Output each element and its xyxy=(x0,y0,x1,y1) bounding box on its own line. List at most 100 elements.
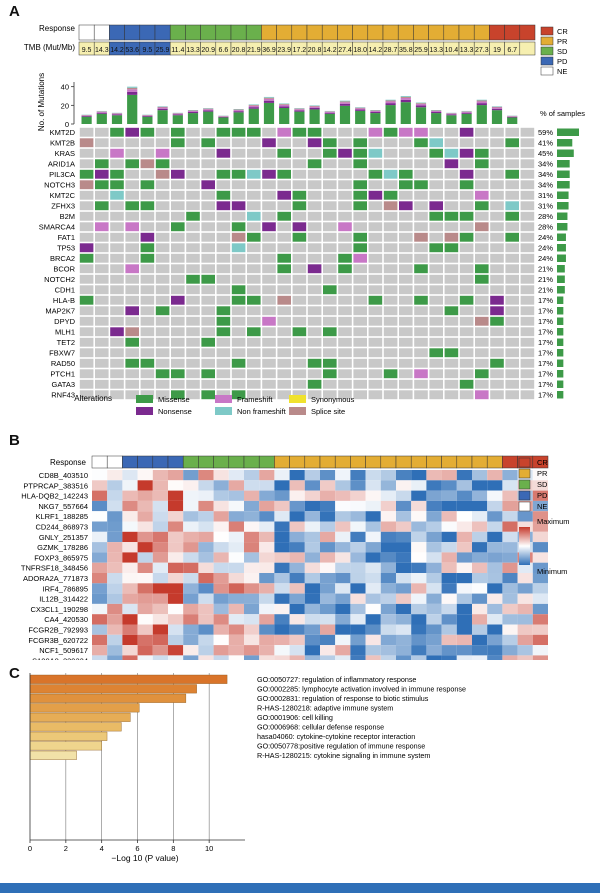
percent-bar xyxy=(557,149,574,157)
oncoprint-cell xyxy=(520,138,535,148)
oncoprint-cell xyxy=(307,264,322,274)
oncoprint-cell xyxy=(429,159,443,169)
oncoprint-cell xyxy=(262,358,276,368)
gene-label: GATA3 xyxy=(52,380,75,389)
oncoprint-cell xyxy=(353,138,367,148)
oncoprint-cell xyxy=(414,327,428,337)
oncoprint-cell xyxy=(292,306,307,316)
oncoprint-cell xyxy=(368,327,383,337)
oncoprint-cell xyxy=(231,358,246,368)
heatmap-cell xyxy=(198,603,214,615)
heatmap-cell xyxy=(380,614,396,625)
enrichment-bar xyxy=(29,693,187,703)
oncoprint-cell xyxy=(79,274,94,284)
oncoprint-cell xyxy=(247,306,261,316)
oncoprint-cell xyxy=(323,358,337,368)
mutation-count-bar xyxy=(187,111,199,114)
heatmap-cell xyxy=(244,634,260,646)
oncoprint-cell xyxy=(338,222,352,232)
oncoprint-cell xyxy=(292,232,307,242)
heatmap-cell xyxy=(168,521,184,532)
oncoprint-cell xyxy=(110,348,124,358)
heatmap-cell xyxy=(517,603,533,615)
oncoprint-cell xyxy=(338,253,352,263)
oncoprint-cell xyxy=(323,211,337,221)
oncoprint-cell xyxy=(171,337,185,347)
oncoprint-cell xyxy=(307,253,322,263)
heatmap-cell xyxy=(274,531,290,543)
oncoprint-cell xyxy=(186,169,200,179)
heatmap-cell xyxy=(487,603,503,615)
heatmap-cell xyxy=(198,624,214,635)
oncoprint-cell xyxy=(171,138,185,148)
x-tick-label: 8 xyxy=(171,844,175,853)
percent-bar xyxy=(557,359,564,367)
heatmap-cell xyxy=(335,614,351,625)
heatmap-cell xyxy=(396,490,412,501)
mutation-count-bar xyxy=(157,106,168,107)
oncoprint-cell xyxy=(399,127,413,137)
oncoprint-cell xyxy=(216,138,231,148)
gene-label: PIL3CA xyxy=(49,170,75,179)
oncoprint-cell xyxy=(95,358,109,368)
heatmap-cell xyxy=(456,521,472,532)
heatmap-cell xyxy=(517,521,533,532)
oncoprint-cell xyxy=(353,253,367,263)
heatmap-cell xyxy=(396,573,412,584)
heatmap-cell xyxy=(426,531,442,543)
mutation-count-bar xyxy=(294,109,305,111)
scale-max-label: Maximum xyxy=(537,517,570,526)
oncoprint-cell xyxy=(444,316,459,326)
oncoprint-cell xyxy=(475,327,489,337)
heatmap-cell xyxy=(107,542,123,553)
oncoprint-cell xyxy=(307,127,322,137)
heatmap-cell xyxy=(411,573,427,584)
heatmap-cell xyxy=(168,593,184,604)
oncoprint-cell xyxy=(459,127,474,137)
oncoprint-cell xyxy=(171,327,185,337)
heatmap-cell xyxy=(213,655,229,660)
heatmap-cell xyxy=(304,614,320,625)
oncoprint-cell xyxy=(338,138,352,148)
panel-label-a: A xyxy=(9,3,20,20)
oncoprint-cell xyxy=(171,379,185,389)
oncoprint-cell xyxy=(353,243,367,253)
tmb-value: 13.3 xyxy=(429,47,443,54)
oncoprint-cell xyxy=(216,337,231,347)
oncoprint-cell xyxy=(353,274,367,284)
term-label: GO:0050778:positive regulation of immune… xyxy=(257,742,425,751)
oncoprint-cell xyxy=(231,306,246,316)
heatmap-cell xyxy=(472,542,488,553)
heatmap-cell xyxy=(244,552,260,563)
mutation-count-bar xyxy=(339,100,351,102)
oncoprint-cell xyxy=(125,327,139,337)
heatmap-cell xyxy=(380,542,396,553)
heatmap-gene-labels: CD8B_403510PTPRCAP_383516HLA-DQB2_142243… xyxy=(21,471,88,660)
oncoprint-cell xyxy=(110,253,124,263)
oncoprint-cell xyxy=(490,243,504,253)
oncoprint-cell xyxy=(186,148,200,158)
oncoprint-cell xyxy=(323,243,337,253)
heatmap-cell xyxy=(122,552,138,563)
oncoprint-cell xyxy=(444,232,459,242)
heatmap-cell xyxy=(426,542,442,553)
heatmap-cell xyxy=(487,655,503,660)
oncoprint-cell xyxy=(216,306,231,316)
heatmap-cell xyxy=(335,645,351,656)
heatmap-cell xyxy=(380,552,396,563)
heatmap-cell xyxy=(456,583,472,594)
oncoprint-cell xyxy=(368,180,383,190)
oncoprint-cell xyxy=(520,253,535,263)
gene-label: KMT2B xyxy=(50,139,75,148)
oncoprint-cell xyxy=(186,390,200,400)
response-cell xyxy=(245,24,262,41)
heatmap-cell xyxy=(274,562,290,573)
oncoprint-cell xyxy=(323,390,337,400)
heatmap-cell xyxy=(456,490,472,501)
oncoprint-cell xyxy=(444,169,459,179)
heatmap-cell xyxy=(350,655,366,660)
oncoprint-cell xyxy=(140,201,155,211)
heatmap-cell xyxy=(502,531,518,543)
oncoprint-cell xyxy=(505,222,519,232)
heatmap-cell xyxy=(259,573,275,584)
